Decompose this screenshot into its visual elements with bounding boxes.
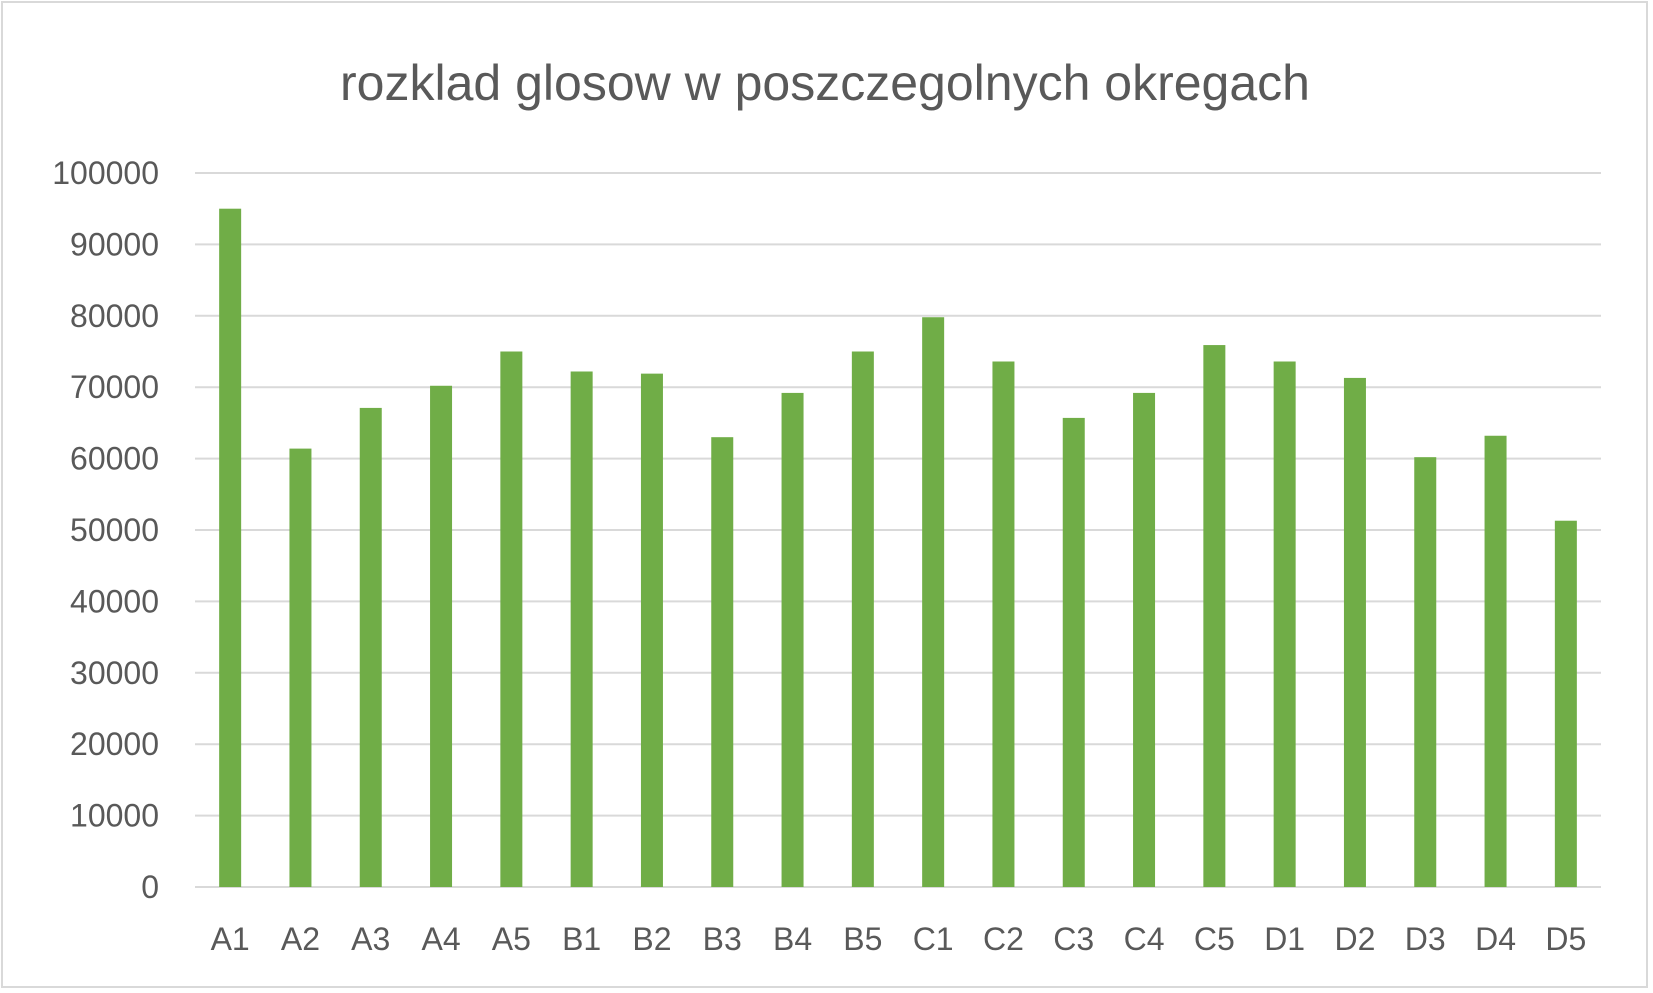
x-tick-label: A2 [281,921,320,957]
x-tick-label: C3 [1053,921,1094,957]
bar-d3 [1414,457,1437,887]
x-tick-label: C5 [1194,921,1235,957]
x-tick-label: B2 [632,921,671,957]
bar-d2 [1343,377,1366,887]
bar-chart: rozklad glosow w poszczegolnych okregach… [52,55,1601,957]
bar-c1 [922,317,945,887]
y-tick-label: 80000 [70,298,159,334]
bar-a4 [430,385,453,887]
x-tick-label: C2 [983,921,1024,957]
bar-a3 [359,407,382,887]
y-tick-label: 60000 [70,441,159,477]
bar-d4 [1484,435,1507,887]
bar-c4 [1133,392,1156,887]
x-tick-label: A4 [421,921,460,957]
x-tick-label: D2 [1334,921,1375,957]
y-tick-label: 100000 [52,155,159,191]
x-tick-label: D1 [1264,921,1305,957]
y-tick-label: 20000 [70,726,159,762]
y-tick-label: 50000 [70,512,159,548]
bar-c3 [1062,417,1085,887]
y-tick-label: 70000 [70,369,159,405]
y-tick-label: 30000 [70,655,159,691]
bars [219,208,1577,888]
bar-a1 [219,208,242,887]
x-tick-label: B5 [843,921,882,957]
y-tick-label: 90000 [70,226,159,262]
bar-d1 [1273,361,1296,888]
bar-b4 [781,392,804,887]
x-tick-label: C4 [1124,921,1165,957]
y-tick-label: 40000 [70,583,159,619]
x-tick-label: B3 [703,921,742,957]
bar-c5 [1203,345,1226,888]
bar-b5 [851,351,874,887]
bar-d5 [1554,520,1577,887]
chart-title: rozklad glosow w poszczegolnych okregach [340,55,1310,111]
bar-b1 [570,371,593,887]
bar-c2 [992,361,1015,888]
y-axis-ticks: 0 10000 20000 30000 40000 50000 60000 70000 8000… [52,155,159,905]
x-tick-label: D5 [1545,921,1586,957]
x-axis-ticks: A1 A2 A3 A4 A5 B1 B2 B3 B4 B5 C1 C2 C3 C4 C5 D1 D2 D3 D4 D5 [211,921,1587,957]
x-tick-label: D3 [1405,921,1446,957]
x-tick-label: C1 [913,921,954,957]
x-tick-label: A1 [211,921,250,957]
x-tick-label: A5 [492,921,531,957]
x-tick-label: B1 [562,921,601,957]
y-tick-label: 10000 [70,798,159,834]
bar-b3 [711,437,734,887]
bar-a5 [500,351,523,887]
x-tick-label: D4 [1475,921,1516,957]
bar-b2 [640,373,663,887]
x-tick-label: B4 [773,921,812,957]
bar-a2 [289,448,312,887]
gridlines [195,172,1601,888]
y-tick-label: 0 [141,869,159,905]
x-tick-label: A3 [351,921,390,957]
